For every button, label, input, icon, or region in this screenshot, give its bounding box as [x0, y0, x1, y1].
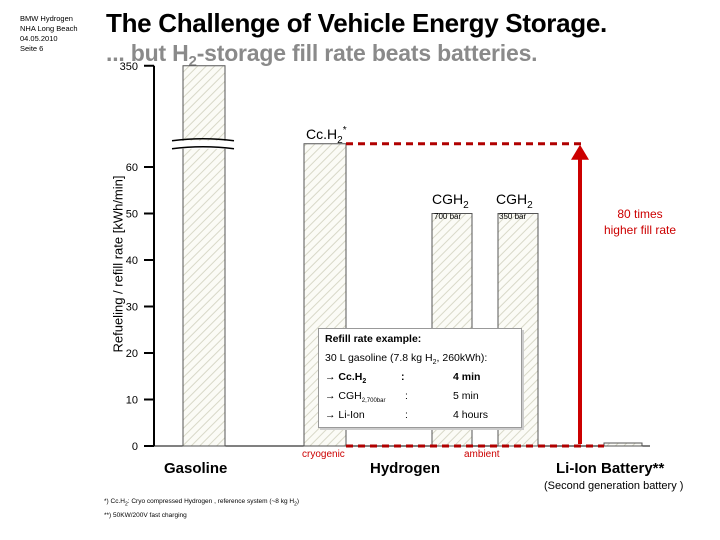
example-sep: :: [401, 371, 405, 383]
sub-label-ambient: ambient: [464, 449, 500, 460]
meta-line: NHA Long Beach: [20, 24, 78, 33]
break-curve-bottom: [171, 146, 235, 150]
axis-break: [172, 140, 234, 149]
fill-rate-arrow-head: [571, 144, 589, 160]
example-row-cch2: → Cc.H2: [325, 371, 367, 386]
y-tick-label: 0: [132, 441, 138, 453]
bar-0: [182, 65, 226, 447]
example-row-li-ion: → Li-Ion: [325, 409, 365, 421]
annotation-line: 80 times: [617, 207, 663, 221]
group-label-hydrogen: Hydrogen: [370, 460, 441, 477]
y-tick-label: 40: [126, 255, 138, 267]
sub-label-cryogenic: cryogenic: [302, 449, 345, 460]
footnotes: *) Cc.H2: Cryo compressed Hydrogen , ref…: [104, 496, 299, 521]
example-sep: :: [405, 390, 408, 402]
break-curve-top: [171, 138, 235, 142]
annotation-line: higher fill rate: [603, 223, 677, 237]
bar-label-cgh2-350: CGH2: [496, 191, 533, 211]
y-tick-label: 350: [120, 61, 138, 73]
y-tick-label: 10: [126, 395, 138, 407]
example-value: 4 hours: [453, 409, 489, 421]
group-label-battery: Li-Ion Battery**: [556, 460, 665, 477]
y-tick-label: 30: [126, 302, 138, 314]
bar-label-cch2: Cc.H2*: [306, 125, 347, 146]
battery-subtitle: (Second generation battery ): [544, 480, 684, 492]
y-tick-label: 20: [126, 348, 138, 360]
bar-note-700: 700 bar: [434, 212, 461, 221]
bar-label-cgh2-700: CGH2: [432, 191, 469, 211]
meta-line: 04.05.2010: [20, 34, 58, 43]
y-tick-label: 60: [126, 162, 138, 174]
refill-example-box: Refill rate example: 30 L gasoline (7.8 …: [318, 328, 522, 428]
annotation-80-times: 80 times higher fill rate: [594, 206, 686, 238]
example-sep: :: [405, 409, 408, 421]
slide-title: The Challenge of Vehicle Energy Storage.: [106, 8, 607, 38]
example-value: 4 min: [453, 371, 481, 383]
example-intro: 30 L gasoline (7.8 kg H2, 260kWh):: [325, 352, 488, 367]
y-tick-label: 50: [126, 209, 138, 221]
presentation-meta: BMW Hydrogen NHA Long Beach 04.05.2010 S…: [20, 14, 78, 54]
bar-4: [603, 442, 643, 447]
example-row-cgh2: → CGH2,700bar: [325, 390, 386, 405]
example-value: 5 min: [453, 390, 479, 402]
meta-line: BMW Hydrogen: [20, 14, 73, 23]
slide-subtitle: ... but H2-storage fill rate beats batte…: [106, 40, 538, 70]
bar-note-350: 350 bar: [499, 212, 526, 221]
footnote-1: *) Cc.H2: Cryo compressed Hydrogen , ref…: [104, 498, 300, 508]
footnote-2: **) 50KW/200V fast charging: [104, 512, 187, 520]
meta-line: Seite 6: [20, 44, 44, 53]
group-label-gasoline: Gasoline: [164, 460, 228, 477]
example-title: Refill rate example:: [325, 333, 422, 345]
